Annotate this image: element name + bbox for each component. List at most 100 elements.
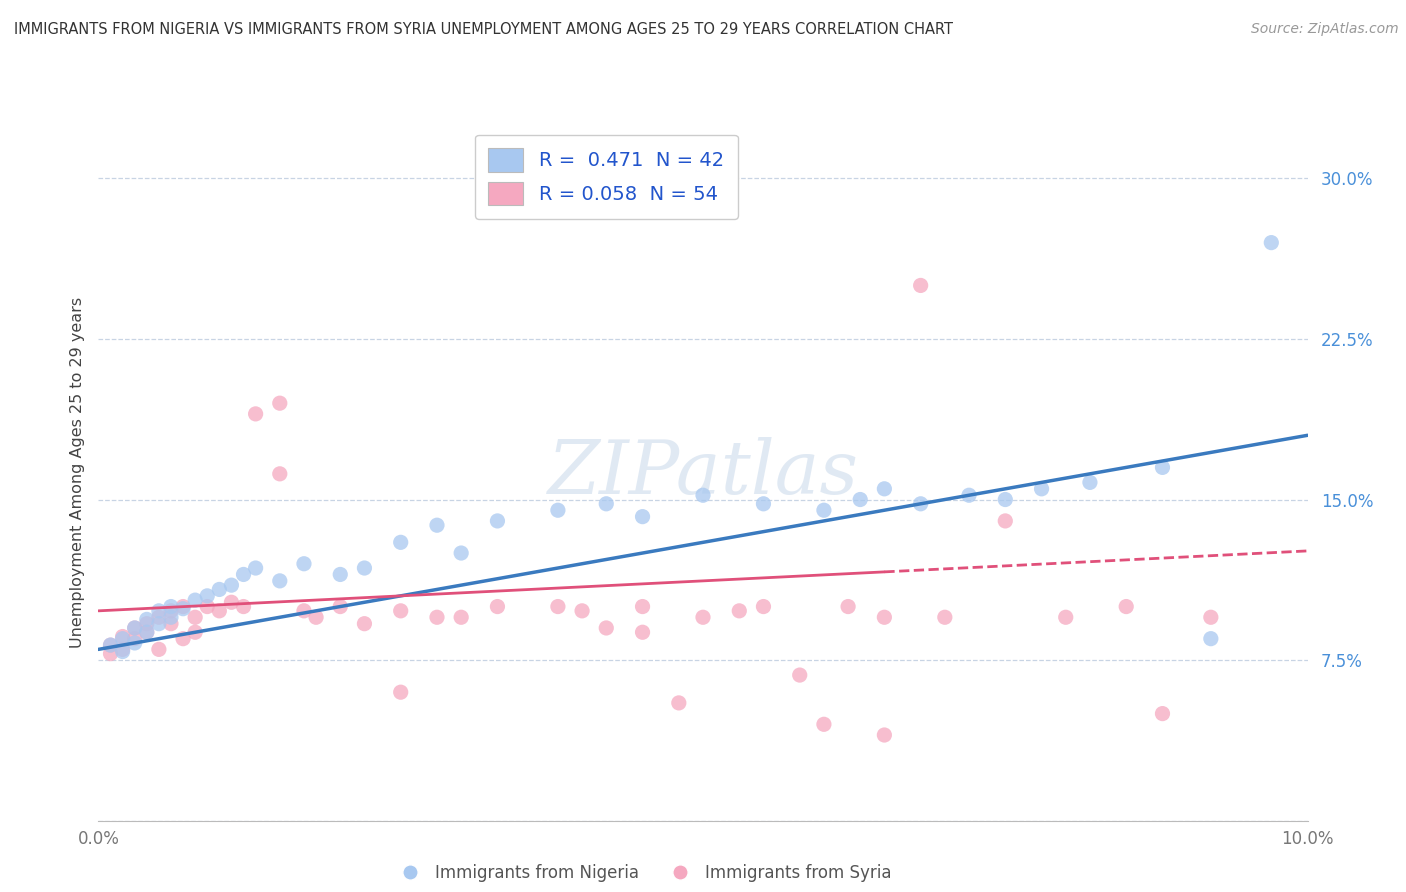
Point xyxy=(957,488,980,502)
Point xyxy=(124,632,146,646)
Point xyxy=(692,610,714,624)
Text: Source: ZipAtlas.com: Source: ZipAtlas.com xyxy=(1251,22,1399,37)
Point xyxy=(571,604,593,618)
Legend: Immigrants from Nigeria, Immigrants from Syria: Immigrants from Nigeria, Immigrants from… xyxy=(387,857,898,888)
Point xyxy=(195,599,218,614)
Point xyxy=(269,574,291,588)
Point xyxy=(692,488,714,502)
Point xyxy=(292,604,315,618)
Point xyxy=(353,616,375,631)
Point xyxy=(595,497,617,511)
Point xyxy=(426,610,449,624)
Point xyxy=(994,492,1017,507)
Point xyxy=(329,567,352,582)
Point xyxy=(100,638,122,652)
Point xyxy=(172,601,194,615)
Point xyxy=(292,557,315,571)
Point xyxy=(100,638,122,652)
Point xyxy=(172,632,194,646)
Point xyxy=(1054,610,1077,624)
Point xyxy=(305,610,328,624)
Point xyxy=(232,599,254,614)
Text: IMMIGRANTS FROM NIGERIA VS IMMIGRANTS FROM SYRIA UNEMPLOYMENT AMONG AGES 25 TO 2: IMMIGRANTS FROM NIGERIA VS IMMIGRANTS FR… xyxy=(14,22,953,37)
Point xyxy=(184,610,207,624)
Point xyxy=(486,514,509,528)
Point xyxy=(221,595,243,609)
Point xyxy=(389,685,412,699)
Point xyxy=(111,630,134,644)
Point xyxy=(1152,706,1174,721)
Point xyxy=(752,599,775,614)
Point xyxy=(184,625,207,640)
Point xyxy=(148,616,170,631)
Point xyxy=(111,632,134,646)
Point xyxy=(510,203,533,218)
Point xyxy=(160,616,183,631)
Point xyxy=(195,589,218,603)
Point xyxy=(934,610,956,624)
Point xyxy=(450,546,472,560)
Point xyxy=(208,604,231,618)
Point xyxy=(1199,610,1222,624)
Point xyxy=(910,497,932,511)
Point xyxy=(124,621,146,635)
Point xyxy=(124,636,146,650)
Point xyxy=(232,567,254,582)
Point xyxy=(135,625,157,640)
Point xyxy=(160,599,183,614)
Point xyxy=(135,625,157,640)
Point xyxy=(547,503,569,517)
Point xyxy=(910,278,932,293)
Y-axis label: Unemployment Among Ages 25 to 29 years: Unemployment Among Ages 25 to 29 years xyxy=(69,297,84,648)
Point xyxy=(837,599,859,614)
Point xyxy=(135,616,157,631)
Point xyxy=(631,599,654,614)
Point xyxy=(269,396,291,410)
Point xyxy=(184,593,207,607)
Point xyxy=(994,514,1017,528)
Point xyxy=(160,610,183,624)
Point xyxy=(728,604,751,618)
Text: ZIPatlas: ZIPatlas xyxy=(547,436,859,509)
Point xyxy=(789,668,811,682)
Point xyxy=(547,599,569,614)
Point xyxy=(160,604,183,618)
Point xyxy=(813,717,835,731)
Point xyxy=(752,497,775,511)
Point xyxy=(389,535,412,549)
Point xyxy=(353,561,375,575)
Point xyxy=(100,647,122,661)
Point xyxy=(148,610,170,624)
Point xyxy=(1031,482,1053,496)
Point xyxy=(148,604,170,618)
Point xyxy=(1078,475,1101,490)
Point xyxy=(486,599,509,614)
Point xyxy=(631,625,654,640)
Point xyxy=(208,582,231,597)
Point xyxy=(245,561,267,575)
Point xyxy=(221,578,243,592)
Point xyxy=(873,482,896,496)
Point xyxy=(329,599,352,614)
Point xyxy=(1199,632,1222,646)
Point xyxy=(668,696,690,710)
Point xyxy=(111,644,134,658)
Point xyxy=(245,407,267,421)
Point xyxy=(1152,460,1174,475)
Point xyxy=(172,599,194,614)
Point xyxy=(111,642,134,657)
Point xyxy=(1115,599,1137,614)
Point xyxy=(849,492,872,507)
Point xyxy=(389,604,412,618)
Point xyxy=(426,518,449,533)
Point xyxy=(1260,235,1282,250)
Point xyxy=(135,612,157,626)
Point xyxy=(595,621,617,635)
Point xyxy=(873,610,896,624)
Point xyxy=(813,503,835,517)
Point xyxy=(269,467,291,481)
Point xyxy=(450,610,472,624)
Point xyxy=(124,621,146,635)
Point xyxy=(148,642,170,657)
Point xyxy=(873,728,896,742)
